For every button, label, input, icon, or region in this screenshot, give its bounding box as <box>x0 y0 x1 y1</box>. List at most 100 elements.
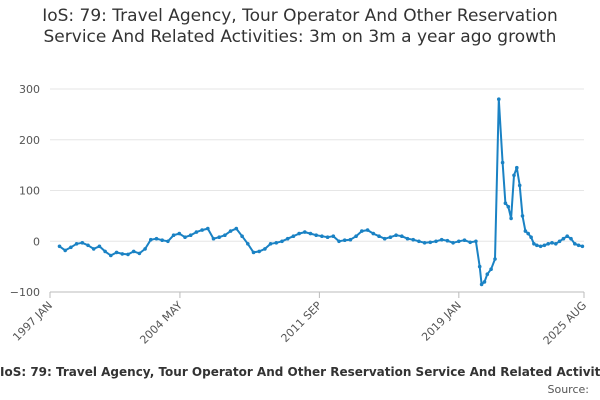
data-point <box>457 239 461 244</box>
data-point <box>291 234 296 238</box>
data-point <box>520 214 525 218</box>
chart-title: IoS: 79: Travel Agency, Tour Operator An… <box>42 6 558 47</box>
y-tick-label: −100 <box>10 286 40 299</box>
data-point <box>331 234 336 238</box>
data-point <box>154 236 159 241</box>
data-point <box>546 242 550 246</box>
data-point <box>308 231 313 236</box>
data-point <box>506 204 511 209</box>
x-tick-label: 2011 SEP <box>279 299 325 345</box>
data-point <box>532 242 536 246</box>
data-point <box>477 264 482 269</box>
data-point <box>468 240 473 245</box>
data-point <box>503 201 508 205</box>
data-point <box>554 242 558 246</box>
data-point <box>365 228 370 232</box>
data-point <box>314 233 319 237</box>
data-point <box>417 239 421 244</box>
data-point <box>405 236 410 241</box>
y-tick-label: 300 <box>19 83 40 96</box>
data-point <box>500 160 505 165</box>
data-point <box>86 243 90 248</box>
data-point <box>246 242 250 246</box>
data-point <box>126 252 130 257</box>
data-point <box>573 242 577 246</box>
data-point <box>63 248 67 253</box>
data-point <box>445 238 450 243</box>
data-point <box>166 239 170 244</box>
data-point <box>325 235 330 239</box>
data-point <box>515 165 519 170</box>
data-point <box>354 234 358 238</box>
y-tick-label: 0 <box>33 235 40 248</box>
data-point <box>320 234 324 238</box>
data-point <box>561 236 566 241</box>
source-label: Source: <box>547 383 590 396</box>
data-point <box>143 247 147 251</box>
data-point <box>565 234 569 238</box>
data-point <box>512 173 516 178</box>
data-point <box>57 244 62 249</box>
data-point <box>217 235 221 239</box>
data-point <box>462 238 467 242</box>
data-point <box>149 237 153 242</box>
data-point <box>388 235 393 239</box>
series-group <box>57 97 585 287</box>
data-point <box>371 231 376 236</box>
data-point <box>114 250 119 255</box>
x-tick-label: 1997 JAN <box>10 299 55 344</box>
legend-label: IoS: 79: Travel Agency, Tour Operator An… <box>0 365 600 379</box>
data-point <box>251 250 256 255</box>
data-point <box>177 231 182 236</box>
data-point <box>538 244 543 249</box>
x-tick-label: 2004 MAY <box>137 299 185 347</box>
data-point <box>69 245 73 250</box>
data-point <box>263 247 267 251</box>
data-point <box>211 236 216 241</box>
data-point <box>200 228 204 232</box>
data-point <box>109 253 113 258</box>
data-point <box>529 235 533 239</box>
data-point <box>517 183 522 188</box>
data-point <box>550 241 554 245</box>
data-point <box>97 244 102 249</box>
data-point <box>377 234 381 238</box>
data-point <box>257 249 262 254</box>
data-point <box>280 239 284 244</box>
data-point <box>131 249 136 254</box>
data-point <box>439 237 444 242</box>
data-point <box>428 240 433 245</box>
data-point <box>422 241 427 245</box>
y-axis-ticks: −100 0 100 200 300 <box>10 83 40 299</box>
data-point <box>297 231 301 236</box>
data-point <box>489 267 493 272</box>
data-point <box>485 272 490 277</box>
data-point <box>348 237 353 242</box>
data-point <box>137 251 142 256</box>
data-point <box>206 226 210 231</box>
legend: IoS: 79: Travel Agency, Tour Operator An… <box>0 365 600 385</box>
data-point <box>160 238 164 242</box>
data-point <box>91 247 96 251</box>
x-axis-ticks: 1997 JAN 2004 MAY 2011 SEP 2019 JAN 2025 AUG <box>10 292 589 347</box>
data-point <box>576 243 581 248</box>
data-point <box>337 239 341 244</box>
data-point <box>240 234 244 238</box>
data-point <box>482 280 487 284</box>
data-point <box>474 239 478 244</box>
data-point <box>569 236 573 241</box>
data-point <box>80 241 85 245</box>
data-point <box>394 233 398 237</box>
data-point <box>479 282 484 287</box>
data-point <box>194 230 199 234</box>
data-point <box>360 229 364 233</box>
data-point <box>434 239 438 244</box>
data-point <box>285 236 290 241</box>
y-tick-label: 100 <box>19 185 40 198</box>
data-point <box>183 235 187 239</box>
data-point <box>171 233 176 237</box>
data-point <box>103 249 107 254</box>
data-point <box>526 231 530 236</box>
